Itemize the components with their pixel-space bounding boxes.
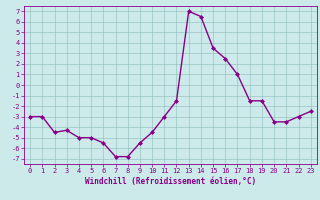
X-axis label: Windchill (Refroidissement éolien,°C): Windchill (Refroidissement éolien,°C) [85,177,256,186]
